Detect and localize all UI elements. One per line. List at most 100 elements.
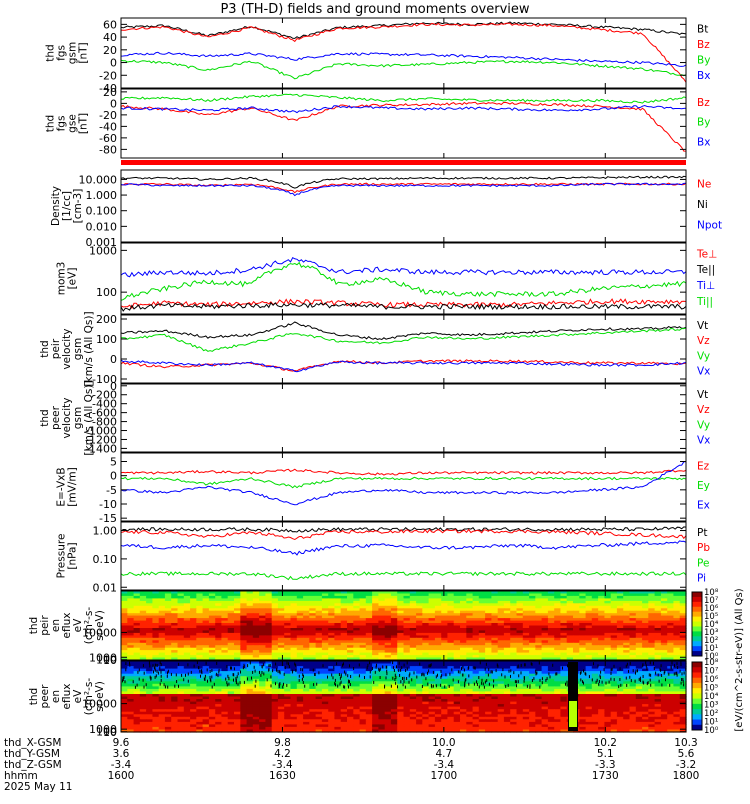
series-pressure-0: [121, 527, 686, 532]
ytick-label: 5: [110, 456, 117, 469]
series-moms-3: [121, 263, 686, 301]
ytick-label: 1.000: [86, 189, 118, 202]
legend-Bz: Bz: [697, 97, 710, 109]
ylabel-line: [km/s (All Qs)]: [83, 311, 95, 386]
ytick-label: 1.00: [93, 525, 118, 538]
colorbar: 10⁸10⁷10⁶10⁵10⁴10³10²10¹10⁰10⁸10⁷10⁶10⁵1…: [692, 588, 745, 736]
xrow-value: 1730: [592, 770, 619, 782]
ytick-label: 0.01: [93, 581, 118, 594]
legend-Ni: Ni: [697, 199, 708, 211]
legend-Te⊥: Te⊥: [696, 248, 717, 260]
legend-Vx: Vx: [697, 434, 710, 446]
series-fgs-gsm-2: [121, 60, 686, 79]
panel-density: 10.0001.0000.1000.0100.001Density[1/cc][…: [50, 170, 722, 249]
ytick-label: -5: [106, 484, 117, 497]
legend-Ez: Ez: [697, 461, 710, 473]
legend-Vx: Vx: [697, 365, 710, 377]
ytick-label: 0.010: [86, 220, 118, 233]
ylabel-line: [nPa]: [67, 542, 79, 569]
ylabel-line: sr-eV): [94, 681, 106, 712]
legend-Bz: Bz: [697, 39, 710, 51]
ytick-label: 0.10: [93, 553, 118, 566]
ytick-label: 100: [96, 286, 117, 299]
legend-Ti⊥: Ti⊥: [696, 280, 715, 292]
legend-Pb: Pb: [697, 542, 710, 554]
xrow-value: 1700: [430, 770, 457, 782]
series-moms-2: [121, 258, 686, 277]
legend-Vz: Vz: [697, 335, 710, 347]
legend-Ex: Ex: [697, 500, 710, 512]
legend-Bt: Bt: [697, 23, 708, 35]
ytick-label: 200: [96, 313, 117, 326]
date-label: 2025 May 11: [4, 781, 72, 793]
ytick-label: 0: [110, 353, 117, 366]
ytick-label: 60: [103, 18, 117, 31]
quality-flag-bar: [121, 160, 686, 165]
series-efield-0: [121, 469, 686, 475]
ylabel-line: [km/s (All Qs)]: [83, 380, 95, 455]
legend-Vy: Vy: [697, 350, 710, 362]
xrow-value: 1630: [269, 770, 296, 782]
plot-title: P3 (TH-D) fields and ground moments over…: [220, 2, 529, 17]
ytick-label: 40: [103, 31, 117, 44]
legend-Te||: Te||: [696, 264, 715, 276]
series-pressure-3: [121, 541, 686, 555]
series-fgs-gsm-1: [121, 23, 686, 82]
legend-Pe: Pe: [697, 557, 709, 569]
legend-Vt: Vt: [697, 320, 708, 332]
ylabel-line: sr-eV): [94, 610, 106, 641]
ytick-label: -15: [99, 512, 117, 525]
ytick-label: 0: [110, 57, 117, 70]
series-peir-vel-0: [121, 322, 686, 340]
ylabel-line: [cm-3]: [72, 189, 84, 224]
ytick-label: 10: [103, 654, 117, 667]
xrow-value: 1600: [108, 770, 135, 782]
legend-Bx: Bx: [697, 136, 710, 148]
legend-By: By: [697, 117, 710, 129]
colorbar-label: [eV/(cm^2-s-str-eV)] (All Qs): [734, 588, 745, 731]
legend-Ne: Ne: [697, 178, 711, 190]
ylabel-line: [eV]: [67, 268, 79, 290]
ylabel-line: [nT]: [78, 113, 90, 134]
series-fgs-gse-1: [121, 94, 686, 103]
legend-Ti||: Ti||: [696, 296, 713, 308]
heatmap-peir-en: [121, 591, 687, 661]
series-efield-1: [121, 477, 686, 487]
panel-frame: [121, 384, 686, 452]
ytick-label: -10: [99, 498, 117, 511]
panel-frame: [121, 453, 686, 521]
legend-Ey: Ey: [697, 480, 710, 492]
series-fgs-gsm-3: [121, 52, 686, 66]
panel-frame: [121, 18, 686, 88]
ytick-label: 100: [96, 333, 117, 346]
series-density-2: [121, 183, 686, 195]
series-peir-vel-2: [121, 328, 686, 351]
series-pressure-2: [121, 572, 686, 580]
heatmap-peer-en: [121, 661, 687, 733]
ytick-label: 20: [103, 44, 117, 57]
ytick-label: 0: [110, 470, 117, 483]
legend-Npot: Npot: [697, 219, 722, 231]
series-efield-2: [121, 462, 686, 505]
legend-Pi: Pi: [697, 572, 706, 584]
legend-Pt: Pt: [697, 527, 707, 539]
ytick-label: 10.000: [79, 173, 118, 186]
colorbar-tick: 10⁰: [704, 726, 719, 736]
ytick-label: -80: [99, 143, 117, 156]
ytick-label: 0.100: [86, 205, 118, 218]
legend-Vt: Vt: [697, 389, 708, 401]
ytick-label: -20: [99, 69, 117, 82]
panel-frame: [121, 170, 686, 242]
xrow-value: 1800: [673, 770, 700, 782]
